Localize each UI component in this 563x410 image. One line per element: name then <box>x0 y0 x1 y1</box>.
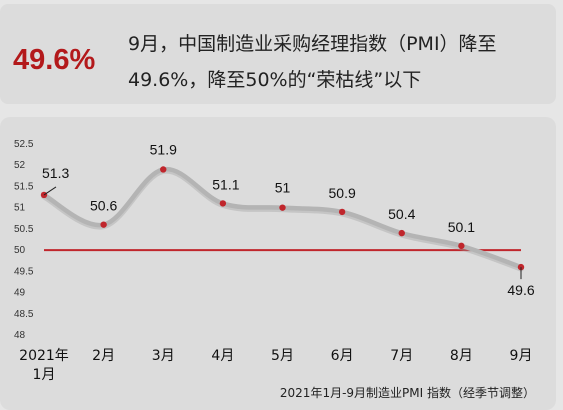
y-tick-label: 51.5 <box>14 181 34 192</box>
data-point <box>338 208 346 216</box>
x-tick-label: 4月 <box>211 348 234 364</box>
y-tick-label: 50 <box>14 245 26 256</box>
x-tick-label: 3月 <box>152 348 175 364</box>
data-label: 50.1 <box>448 219 475 235</box>
x-tick-label: 2月 <box>92 348 115 364</box>
y-tick-label: 48.5 <box>14 309 34 320</box>
data-label: 51.9 <box>150 141 177 157</box>
data-point <box>517 263 525 271</box>
x-tick-label: 5月 <box>271 348 294 364</box>
headline-line-1: 9月，中国制造业采购经理指数（PMI）降至 <box>128 33 497 55</box>
headline-text: 9月，中国制造业采购经理指数（PMI）降至 49.6%，降至50%的“荣枯线”以… <box>128 26 548 98</box>
data-label: 51 <box>275 180 291 196</box>
data-point <box>279 204 286 211</box>
data-point <box>160 166 167 173</box>
data-label: 51.3 <box>42 165 69 181</box>
chart-caption: 2021年1月-9月制造业PMI 指数（经季节调整） <box>280 385 535 400</box>
y-tick-label: 49 <box>14 288 26 299</box>
y-tick-label: 52 <box>14 160 26 171</box>
data-label: 51.1 <box>212 176 239 192</box>
x-tick-label: 8月 <box>450 348 473 364</box>
data-point <box>398 229 405 237</box>
y-tick-label: 48 <box>14 330 26 341</box>
series-line <box>41 167 524 270</box>
data-label: 50.4 <box>388 206 415 222</box>
x-tick-label: 2021年 <box>19 348 69 364</box>
x-tick-label: 7月 <box>390 348 413 364</box>
x-tick-label: 6月 <box>331 348 354 364</box>
data-label-leader <box>43 186 57 196</box>
data-point <box>219 200 227 207</box>
x-tick-label: 9月 <box>510 348 533 364</box>
y-tick-label: 52.5 <box>14 139 34 150</box>
data-point <box>458 242 465 250</box>
y-tick-label: 49.5 <box>14 266 34 277</box>
data-label: 49.6 <box>507 282 534 298</box>
data-label: 50.6 <box>90 198 117 214</box>
headline-line-2: 49.6%，降至50%的“荣枯线”以下 <box>128 69 422 91</box>
data-point <box>100 221 107 228</box>
chart-card <box>0 117 556 410</box>
x-tick-label: 1月 <box>33 367 56 383</box>
pmi-big-value: 49.6% <box>13 44 96 76</box>
y-tick-label: 51 <box>14 203 26 214</box>
y-tick-label: 50.5 <box>14 224 34 235</box>
headline-card: 49.6% 9月，中国制造业采购经理指数（PMI）降至 49.6%，降至50%的… <box>0 4 556 104</box>
data-label: 50.9 <box>329 185 356 201</box>
